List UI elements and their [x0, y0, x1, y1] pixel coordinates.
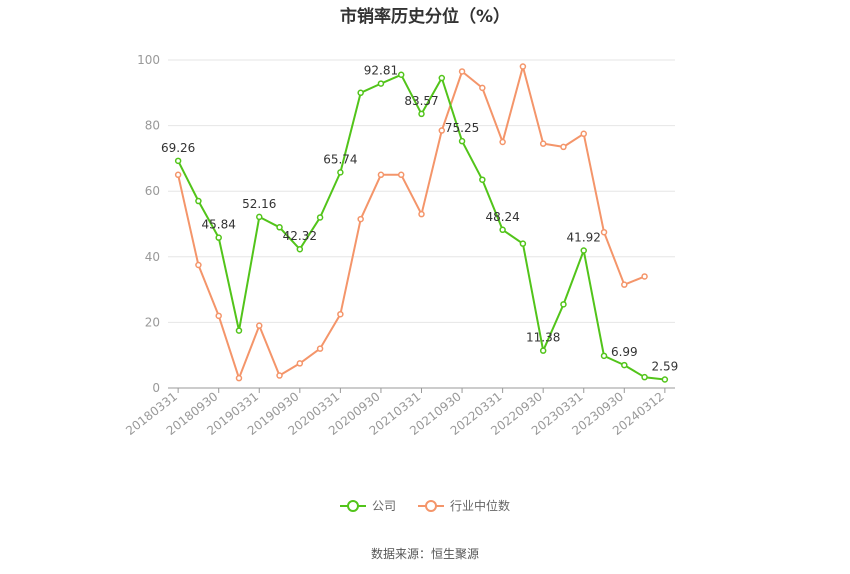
industry-median-data-point — [397, 171, 405, 179]
industry-median-data-point — [357, 215, 364, 223]
company-data-label: 52.16 — [242, 197, 276, 211]
company-data-label: 69.26 — [161, 141, 195, 155]
company-data-label: 92.81 — [364, 64, 398, 78]
legend-company-swatch — [339, 499, 366, 513]
industry-median-data-point — [479, 84, 486, 92]
company-data-label: 45.84 — [202, 218, 236, 232]
legend-industry-swatch — [418, 499, 444, 513]
company-data-label: 6.99 — [611, 345, 638, 359]
company-data-label: 42.32 — [283, 229, 317, 243]
company-data-label: 41.92 — [567, 231, 601, 245]
y-tick-label: 40 — [145, 250, 160, 264]
company-series-line — [177, 73, 666, 381]
data-points — [174, 63, 669, 383]
company-data-point — [235, 327, 243, 334]
company-data-point — [215, 234, 222, 241]
industry-median-data-point — [276, 372, 283, 379]
company-data-point — [661, 376, 669, 383]
axes: 0204060801002018033120180930201903312019… — [123, 53, 675, 438]
industry-median-data-point — [539, 140, 547, 147]
company-data-label: 11.38 — [526, 331, 560, 345]
company-data-point — [580, 247, 587, 254]
y-tick-label: 80 — [145, 119, 160, 133]
y-tick-label: 20 — [145, 315, 160, 329]
industry-median-data-point — [296, 360, 304, 367]
industry-median-data-point — [560, 143, 567, 151]
industry-median-data-point — [195, 261, 202, 269]
industry-median-data-point — [174, 171, 182, 179]
company-data-point — [621, 361, 628, 369]
company-data-point — [357, 89, 364, 97]
industry-median-data-point — [621, 281, 628, 288]
company-data-point — [600, 352, 608, 360]
company-data-label: 65.74 — [323, 152, 357, 166]
legend-company-label: 公司 — [371, 499, 396, 513]
industry-median-data-point — [458, 68, 466, 75]
company-data-point — [479, 176, 486, 183]
legend-industry-label: 行业中位数 — [450, 499, 511, 513]
company-data-label: 48.24 — [485, 210, 519, 224]
industry-median-data-point — [377, 171, 385, 179]
company-data-point — [337, 169, 344, 176]
y-tick-label: 60 — [145, 184, 160, 198]
company-data-point — [458, 137, 466, 145]
source-note: 数据来源：恒生聚源 — [370, 547, 479, 561]
company-data-point — [418, 110, 425, 118]
grid-lines — [168, 59, 675, 323]
company-data-label: 2.59 — [652, 360, 679, 374]
company-data-point — [519, 240, 527, 247]
company-data-point — [276, 224, 283, 231]
industry-median-data-point — [256, 322, 263, 329]
company-data-point — [174, 157, 182, 165]
chart-title: 市销率历史分位（%） — [339, 7, 511, 27]
industry-median-data-point — [499, 138, 506, 146]
company-data-point — [316, 214, 324, 221]
industry-median-data-point — [418, 210, 425, 218]
legend: 公司 行业中位数 — [0, 497, 850, 514]
industry-median-data-point — [215, 312, 222, 320]
company-data-point — [499, 226, 506, 234]
company-data-point — [641, 373, 648, 381]
company-data-point — [296, 245, 304, 253]
company-data-label: 83.57 — [404, 94, 438, 108]
legend-item-company[interactable]: 公司 — [339, 497, 396, 514]
y-tick-label: 100 — [137, 53, 160, 67]
company-data-point — [195, 197, 202, 205]
company-data-label: 75.25 — [445, 121, 479, 135]
company-data-point — [539, 347, 547, 354]
company-data-point — [560, 301, 567, 308]
industry-median-data-point — [337, 310, 344, 318]
industry-median-data-point — [641, 273, 648, 280]
industry-median-data-point — [580, 130, 587, 138]
company-data-point — [438, 74, 446, 82]
industry-median-data-point — [519, 63, 527, 70]
y-tick-label: 0 — [152, 381, 160, 395]
data-labels: 69.26 45.84 52.16 42.32 65.74 92.81 83.57 75.25… — [161, 64, 678, 374]
industry-median-series-line — [177, 65, 645, 380]
company-data-point — [397, 71, 405, 79]
company-data-point — [256, 213, 263, 221]
industry-median-data-point — [316, 345, 324, 352]
industry-median-data-point — [235, 374, 243, 382]
industry-median-data-point — [438, 127, 446, 134]
industry-median-data-point — [600, 228, 608, 236]
company-data-point — [377, 80, 385, 87]
legend-item-industry-median[interactable]: 行业中位数 — [418, 497, 510, 514]
